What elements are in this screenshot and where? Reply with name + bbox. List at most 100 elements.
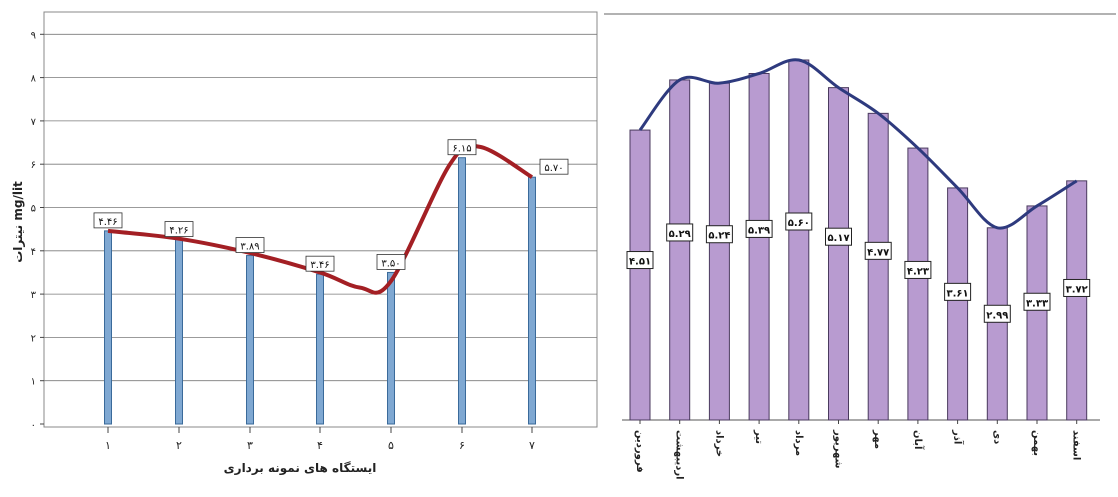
y-tick-label: ۱	[31, 377, 36, 388]
gridlines	[40, 33, 597, 425]
y-tick-label: ۹	[31, 30, 36, 41]
data-label-text: ۴.۷۷	[867, 247, 889, 258]
x-tick-label: آذر	[952, 429, 965, 445]
data-label-text: ۳.۶۱	[947, 288, 969, 299]
bar	[986, 227, 1008, 421]
data-label: ۳.۸۹	[235, 237, 265, 253]
data-label-text: ۴.۵۱	[629, 257, 651, 268]
data-label: ۳.۵۰	[376, 254, 406, 270]
x-tick-labels: ۱ ۲ ۳ ۴ ۵ ۶ ۷	[105, 427, 535, 452]
bar	[748, 73, 770, 421]
x-tick-label: ۴	[317, 439, 323, 452]
y-tick-label: ۵	[31, 204, 36, 215]
data-label-text: ۲.۹۹	[986, 310, 1008, 321]
data-label-text: ۶.۱۵	[452, 144, 471, 155]
bar	[828, 87, 849, 421]
data-labels: ۴.۴۶ ۴.۲۶ ۳.۸۹ ۳.۴۶ ۳.۵۰ ۶.۱۵ ۵.۷۰	[93, 139, 569, 272]
data-label: ۲.۹۹	[983, 304, 1011, 323]
x-tick-label: دی	[991, 430, 1002, 444]
bar	[669, 79, 691, 421]
data-label-text: ۴.۴۶	[98, 217, 117, 228]
data-label-box	[1023, 292, 1051, 311]
right-chart-panel: ۴.۵۱ ۵.۲۹ ۵.۲۴ ۵.۳۹ ۵.۶۰ ۵.۱۷ ۴.۷۷ ۴.۲۳ ۳.۶۱ ۲.۹۹…	[600, 0, 1118, 493]
data-label: ۵.۲۴	[705, 225, 733, 244]
data-label-box	[447, 139, 477, 156]
bar	[246, 255, 254, 425]
data-label-text: ۳.۵۰	[381, 258, 400, 269]
trend-curve	[638, 58, 1078, 230]
data-label: ۵.۲۹	[666, 223, 694, 242]
x-tick-label: بهمن	[1031, 430, 1042, 456]
data-label-text: ۳.۴۶	[310, 260, 329, 271]
bar	[104, 230, 112, 425]
data-label-box	[93, 212, 123, 229]
bar	[867, 112, 889, 421]
data-label-text: ۵.۶۰	[788, 218, 810, 229]
x-tick-label: اردیبهشت	[674, 430, 685, 480]
data-label: ۵.۷۰	[539, 158, 569, 175]
y-tick-label: ۳	[31, 290, 37, 301]
data-label: ۴.۲۳	[904, 260, 932, 279]
bars	[629, 59, 1088, 421]
x-tick-label: تیر	[753, 429, 764, 444]
data-label: ۳.۴۶	[305, 255, 335, 272]
data-label: ۴.۲۶	[164, 221, 194, 237]
data-label: ۳.۳۳	[1023, 292, 1051, 311]
data-label-box	[376, 254, 406, 270]
bar	[458, 157, 466, 425]
x-tick-label: ۵	[388, 439, 394, 452]
data-label-text: ۵.۳۹	[748, 225, 770, 236]
data-label-box	[904, 260, 932, 279]
data-label-text: ۵.۱۷	[827, 233, 849, 244]
bar	[629, 129, 651, 421]
data-label-box	[944, 282, 972, 301]
x-tick-label: مهر	[872, 429, 883, 449]
y-tick-labels: ۰ ۱ ۲ ۳ ۴ ۵ ۶ ۷ ۸ ۹	[31, 30, 37, 431]
data-label-box	[305, 255, 335, 272]
data-label-box	[983, 304, 1011, 323]
y-tick-label: ۰	[31, 420, 36, 431]
data-label: ۳.۶۱	[944, 282, 972, 301]
y-tick-label: ۶	[31, 160, 36, 171]
data-label: ۴.۷۷	[864, 241, 892, 260]
y-axis-title: نیترات mg/lit	[11, 181, 25, 263]
nitrate-monthly-chart: ۴.۵۱ ۵.۲۹ ۵.۲۴ ۵.۳۹ ۵.۶۰ ۵.۱۷ ۴.۷۷ ۴.۲۳ ۳.۶۱ ۲.۹۹…	[604, 13, 1116, 480]
data-label-box	[785, 212, 813, 231]
data-label: ۴.۵۱	[626, 251, 654, 270]
y-tick-label: ۷	[31, 117, 37, 128]
bar	[788, 59, 810, 421]
bar	[947, 187, 969, 421]
bar	[316, 273, 324, 425]
x-tick-labels: فروردین اردیبهشت خرداد تیر مرداد شهریور مهر آبا…	[634, 420, 1082, 480]
y-tick-label: ۲	[31, 333, 36, 344]
data-label: ۵.۱۷	[825, 227, 852, 246]
data-label-box	[164, 221, 194, 237]
data-label-box	[745, 219, 773, 238]
x-tick-label: ۶	[459, 439, 465, 452]
data-label-box	[666, 223, 694, 242]
x-tick-label: ۲	[176, 439, 182, 452]
data-label: ۵.۳۹	[745, 219, 773, 238]
x-tick-label: ۱	[105, 439, 111, 452]
data-label-text: ۴.۲۶	[169, 226, 188, 237]
x-axis-title: ایستگاه های نمونه برداری	[224, 461, 377, 476]
bar	[175, 239, 183, 425]
bar	[387, 271, 395, 425]
x-tick-label: آبان	[912, 430, 925, 450]
data-label-box	[235, 237, 265, 253]
data-label-text: ۳.۷۲	[1066, 284, 1088, 295]
data-label-box	[825, 227, 852, 246]
bar	[708, 82, 730, 421]
x-tick-label: ۷	[529, 439, 535, 452]
x-tick-label: فروردین	[634, 430, 645, 473]
data-label-text: ۴.۲۳	[907, 266, 929, 277]
data-label-text: ۵.۷۰	[544, 163, 563, 174]
data-label-text: ۳.۸۹	[240, 242, 259, 253]
data-label: ۵.۶۰	[785, 212, 813, 231]
bar	[1066, 180, 1088, 421]
y-tick-label: ۴	[31, 247, 36, 258]
data-label-box	[864, 241, 892, 260]
x-tick-label: اسفند	[1071, 430, 1082, 460]
